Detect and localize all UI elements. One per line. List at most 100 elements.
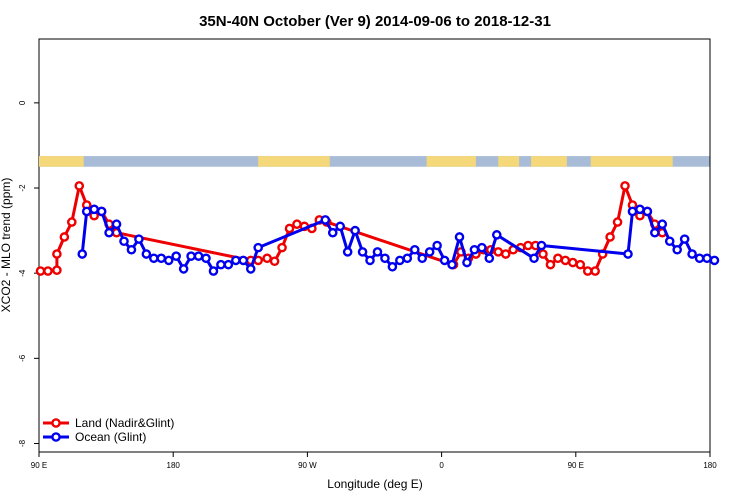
series-land-point (35, 266, 46, 276)
land-segment-2 (426, 156, 476, 167)
series-ocean-point (253, 242, 263, 253)
land-segment-3 (498, 156, 520, 167)
series-ocean-point (208, 266, 219, 276)
land-segment-4 (531, 156, 567, 167)
series-ocean-point (223, 259, 234, 270)
series-ocean-point (462, 257, 472, 268)
series-ocean-point (77, 249, 88, 259)
series-ocean-point (709, 255, 720, 266)
y-tick-label-2: -4 (18, 269, 27, 277)
series-ocean-point (627, 206, 638, 217)
series-ocean-point (657, 219, 668, 230)
land-segment-0 (39, 156, 84, 167)
series-ocean-point (447, 259, 457, 270)
series-ocean-point (529, 253, 539, 264)
land-segment-5 (590, 156, 673, 167)
series-ocean-point (357, 247, 368, 257)
chart-title: 35N-40N October (Ver 9) 2014-09-06 to 20… (199, 13, 551, 30)
legend-marker-ocean (51, 432, 61, 442)
series-ocean-point (687, 249, 697, 259)
series-ocean-point (141, 249, 152, 259)
series-land-point (277, 242, 287, 253)
series-ocean-point (395, 255, 405, 266)
series-ocean-point (156, 253, 167, 264)
series-ocean-point (163, 255, 174, 266)
series-land-point (545, 259, 556, 270)
series-ocean-point (365, 255, 375, 266)
series-ocean-point (454, 232, 465, 242)
series-ocean-point (327, 227, 338, 238)
series-land-point (612, 217, 623, 227)
series-ocean-point (193, 251, 204, 261)
series-land-point (284, 223, 295, 234)
series-land-point (523, 240, 533, 251)
series-layer (35, 181, 720, 276)
series-ocean-point (178, 264, 189, 274)
series-ocean-point (134, 234, 144, 244)
series-ocean-point (484, 253, 495, 264)
series-ocean-point (342, 247, 353, 257)
series-ocean-point (104, 227, 114, 238)
series-ocean-point (650, 227, 660, 238)
series-ocean-point (694, 253, 705, 264)
series-land-point (493, 247, 504, 257)
y-tick-label-4: -8 (18, 439, 27, 447)
series-ocean-point (126, 244, 137, 255)
y-axis: 0 -2 -4 -6 -8 (18, 100, 39, 447)
x-axis: 90 E 180 90 W 0 90 E 180 (31, 452, 717, 470)
series-land-point (582, 266, 593, 276)
legend-label-land: Land (Nadir&Glint) (75, 416, 174, 430)
y-axis-label: XCO2 - MLO trend (ppm) (0, 178, 13, 313)
series-ocean-point (664, 236, 675, 247)
series-land-point (74, 181, 85, 191)
series-land-point (59, 232, 70, 242)
series-ocean-point (231, 255, 241, 266)
series-ocean-point (216, 259, 226, 270)
series-ocean-point (245, 264, 256, 274)
plot-frame (38, 38, 711, 453)
series-land-point (269, 256, 280, 267)
series-land-point (605, 232, 615, 242)
series-ocean-point (387, 261, 398, 272)
land-ocean-band (39, 156, 710, 167)
series-ocean-point (409, 244, 420, 255)
series-ocean-point (238, 255, 249, 266)
x-tick-label-1: 180 (167, 461, 181, 470)
series-ocean-point (439, 255, 450, 266)
series-ocean-point (335, 221, 346, 232)
series-ocean-point (635, 204, 645, 215)
series-ocean-point (491, 230, 502, 240)
series-ocean-point (96, 206, 107, 217)
series-ocean-point (201, 253, 211, 264)
series-ocean-point (119, 236, 129, 247)
series-ocean (77, 204, 720, 276)
series-ocean-point (402, 253, 413, 264)
series-ocean-point (89, 204, 99, 215)
series-ocean-point (424, 247, 435, 257)
series-ocean-point (380, 253, 390, 264)
series-ocean-point (702, 253, 712, 264)
series-land-point (538, 249, 548, 259)
series-ocean-point (111, 219, 122, 230)
series-ocean-point (171, 251, 181, 261)
series-land-point (560, 255, 571, 266)
x-tick-label-2: 90 W (298, 461, 317, 470)
series-ocean-point (672, 244, 682, 255)
land-segment-1 (258, 156, 330, 167)
legend-item-ocean: Ocean (Glint) (43, 430, 146, 444)
series-land-point (568, 257, 578, 268)
series-ocean-point (679, 234, 690, 244)
series-land-point (575, 259, 586, 270)
y-tick-label-0: 0 (18, 100, 27, 105)
y-tick-label-1: -2 (18, 184, 27, 192)
series-ocean-point (623, 249, 633, 259)
series-ocean-point (432, 240, 442, 251)
series-ocean-point (642, 206, 653, 217)
series-ocean-point (149, 253, 159, 264)
series-land-point (43, 266, 53, 276)
series-land-point (67, 217, 77, 227)
series-land-point (553, 253, 563, 264)
series-land-point (52, 249, 62, 259)
series-land-point (262, 253, 272, 264)
legend: Land (Nadir&Glint)Ocean (Glint) (43, 416, 174, 444)
